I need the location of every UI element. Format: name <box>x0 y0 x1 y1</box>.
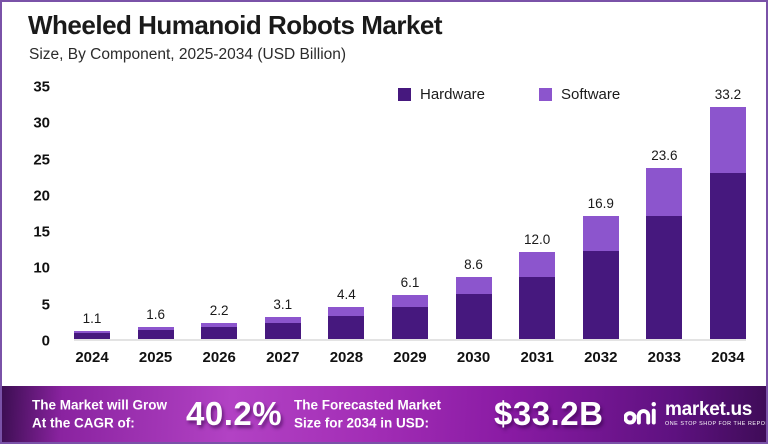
forecast-value: $33.2B <box>494 395 604 432</box>
software-swatch-icon <box>539 88 553 101</box>
footer-banner: The Market will Grow At the CAGR of: 40.… <box>2 386 766 442</box>
bar-segment-hardware <box>74 333 110 339</box>
cagr-label-line2: At the CAGR of: <box>32 415 135 430</box>
bar-segment-software <box>264 316 301 324</box>
chart-legend: Hardware Software <box>398 86 620 103</box>
bar-value-label: 16.9 <box>587 196 614 212</box>
bar-value-label: 6.1 <box>400 274 420 290</box>
bar-segment-software <box>519 251 556 277</box>
logo-name: market.us <box>665 399 753 421</box>
bar-group-2024: 1.1 2024 <box>74 87 110 366</box>
bar-group-2034: 33.2 2034 <box>709 87 746 366</box>
page-subtitle: Size, By Component, 2025-2034 (USD Billi… <box>29 46 347 63</box>
bar-segment-hardware <box>328 315 365 339</box>
x-tick-label: 2024 <box>75 349 109 366</box>
hardware-swatch-icon <box>398 88 411 101</box>
logo-tagline: ONE STOP SHOP FOR THE REPORTS <box>665 421 768 428</box>
bar-segment-hardware <box>519 276 556 339</box>
x-tick-label: 2034 <box>711 349 745 366</box>
bar-segment-software <box>391 294 428 308</box>
logo-text: market.us ONE STOP SHOP FOR THE REPORTS <box>665 399 768 428</box>
bar-segment-software <box>201 323 238 328</box>
marketus-logo-icon <box>624 402 656 425</box>
bar-segment-hardware <box>391 307 428 339</box>
bar-value-label: 33.2 <box>714 87 742 102</box>
y-tick-label: 20 <box>33 187 50 205</box>
forecast-label: The Forecasted Market Size for 2034 in U… <box>294 396 441 431</box>
bar-group-2027: 3.1 2027 <box>264 87 301 366</box>
bar-segment-hardware <box>201 327 238 339</box>
bar-value-label: 23.6 <box>651 147 678 163</box>
x-tick-label: 2033 <box>647 349 682 366</box>
cagr-value: 40.2% <box>186 395 283 432</box>
bar-group-2033: 23.6 2033 <box>646 87 683 366</box>
bar-value-label: 1.1 <box>82 311 102 327</box>
bar-group-2025: 1.6 2025 <box>137 87 174 366</box>
legend-item-software: Software <box>539 86 620 103</box>
bar-segment-software <box>328 307 365 316</box>
bar-group-2030: 8.6 2030 <box>455 87 492 366</box>
bar-segment-hardware <box>264 323 301 339</box>
y-tick-label: 25 <box>33 151 50 169</box>
x-tick-label: 2032 <box>584 349 618 366</box>
y-tick-label: 35 <box>33 78 50 96</box>
legend-label-software: Software <box>561 86 621 103</box>
bar-segment-software <box>137 327 174 331</box>
bar-value-label: 1.6 <box>146 307 165 323</box>
bar-segment-software <box>582 216 619 252</box>
y-tick-label: 10 <box>33 259 50 277</box>
y-tick-label: 15 <box>33 223 50 241</box>
bar-group-2029: 6.1 2029 <box>391 87 428 366</box>
legend-item-hardware: Hardware <box>398 86 485 103</box>
x-tick-label: 2025 <box>138 349 173 366</box>
bar-segment-software <box>709 107 746 173</box>
bar-segment-software <box>74 331 110 334</box>
bar-value-label: 12.0 <box>524 231 551 247</box>
cagr-label-line1: The Market will Grow <box>32 397 168 413</box>
bar-segment-hardware <box>582 251 619 339</box>
y-tick-label: 0 <box>41 332 50 350</box>
x-tick-label: 2031 <box>520 349 554 366</box>
y-tick-label: 30 <box>33 114 50 132</box>
x-tick-label: 2030 <box>456 349 491 366</box>
bar-segment-hardware <box>646 216 683 339</box>
bar-segment-software <box>646 167 683 217</box>
bar-group-2026: 2.2 2026 <box>201 87 238 366</box>
bar-group-2032: 16.9 2032 <box>582 87 619 366</box>
bar-value-label: 3.1 <box>273 296 293 312</box>
bar-segment-hardware <box>137 330 174 339</box>
forecast-label-line2: Size for 2034 in USD: <box>294 415 430 430</box>
x-tick-label: 2026 <box>202 349 236 366</box>
bar-group-2028: 4.4 2028 <box>328 87 365 366</box>
cagr-label: The Market will Grow At the CAGR of: <box>32 396 167 431</box>
bar-value-label: 2.2 <box>209 303 229 319</box>
bar-segment-software <box>455 276 492 295</box>
plot-area: 1.1 2024 1.6 2025 2.2 2026 3.1 2027 4.4 2028 6.1 20… <box>74 87 746 366</box>
bar-value-label: 4.4 <box>336 287 356 303</box>
y-tick-label: 5 <box>41 296 50 314</box>
legend-label-hardware: Hardware <box>420 86 486 103</box>
bar-value-label: 8.6 <box>464 256 483 272</box>
marketus-logo: market.us ONE STOP SHOP FOR THE REPORTS <box>624 399 768 429</box>
page-title: Wheeled Humanoid Robots Market <box>28 10 443 40</box>
x-tick-label: 2028 <box>329 349 364 366</box>
bar-segment-hardware <box>709 172 746 339</box>
x-tick-label: 2027 <box>266 349 300 366</box>
bar-segment-hardware <box>455 294 492 339</box>
bar-group-2031: 12.0 2031 <box>519 87 556 366</box>
forecast-label-line1: The Forecasted Market <box>294 397 442 413</box>
y-axis: 0 5 10 15 20 25 30 35 <box>2 2 50 442</box>
x-tick-label: 2029 <box>393 349 427 366</box>
